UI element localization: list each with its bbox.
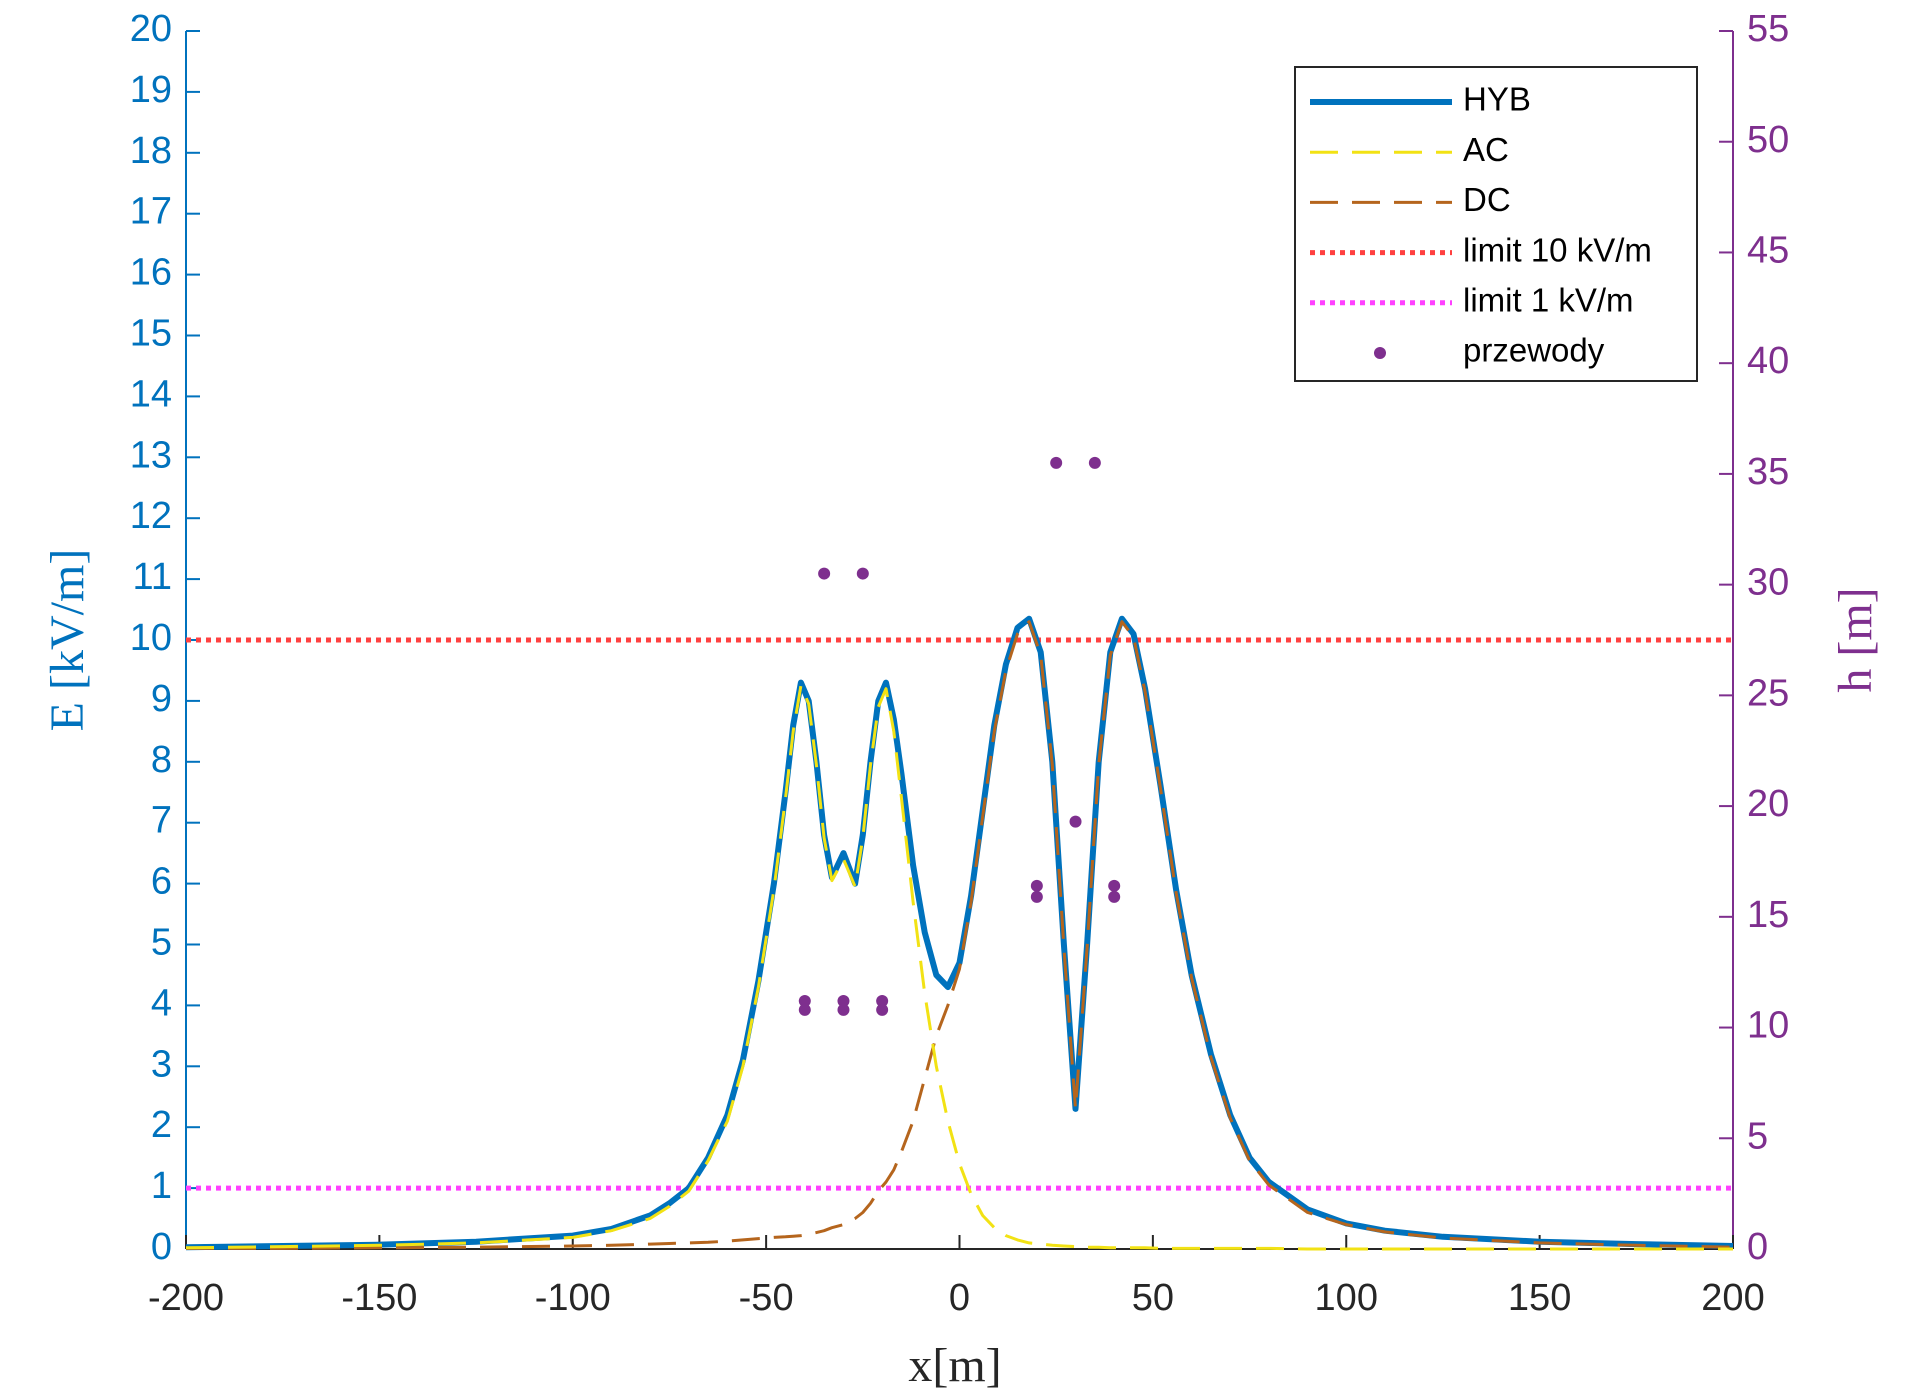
- y-tick-label: 1: [151, 1165, 172, 1207]
- y2-tick-label: 30: [1747, 562, 1789, 604]
- marker: [1108, 879, 1121, 892]
- y2-tick-label: 0: [1747, 1226, 1768, 1268]
- y2-tick-label: 35: [1747, 451, 1789, 493]
- marker: [837, 994, 850, 1007]
- y2-tick-label: 45: [1747, 229, 1789, 271]
- x-tick-label: -150: [341, 1277, 417, 1319]
- y-tick-label: 13: [130, 434, 172, 476]
- y-tick-label: 8: [151, 739, 172, 781]
- marker: [837, 1003, 850, 1016]
- y-tick-label: 14: [130, 373, 172, 415]
- y-tick-label: 16: [130, 252, 172, 294]
- y-tick-label: 12: [130, 495, 172, 537]
- x-tick-label: -50: [739, 1277, 794, 1319]
- x-tick-label: -100: [535, 1277, 611, 1319]
- y2-tick-label: 50: [1747, 119, 1789, 161]
- x-tick-label: 200: [1701, 1277, 1764, 1319]
- legend-label: HYB: [1463, 81, 1531, 118]
- y-tick-label: 7: [151, 800, 172, 842]
- x-tick-label: 50: [1132, 1277, 1174, 1319]
- y2-tick-label: 15: [1747, 894, 1789, 936]
- marker: [798, 1003, 811, 1016]
- y-tick-label: 11: [133, 556, 172, 598]
- x-tick-label: 0: [949, 1277, 970, 1319]
- y2-tick-label: 10: [1747, 1005, 1789, 1047]
- marker: [1088, 456, 1101, 469]
- marker: [1050, 456, 1063, 469]
- series-line: [185, 615, 1734, 1251]
- legend-label: limit 1 kV/m: [1463, 282, 1634, 319]
- y2-tick-label: 20: [1747, 783, 1789, 825]
- legend-label: AC: [1463, 131, 1509, 168]
- x-axis-label: x[m]: [908, 1339, 1001, 1392]
- legend-marker: [1374, 347, 1386, 359]
- x-tick-label: 100: [1315, 1277, 1378, 1319]
- y2-tick-label: 55: [1747, 8, 1789, 50]
- y-tick-label: 2: [151, 1104, 172, 1146]
- y2-tick-label: 25: [1747, 672, 1789, 714]
- marker: [1069, 815, 1082, 828]
- marker: [1030, 879, 1043, 892]
- y-tick-label: 10: [130, 617, 172, 659]
- marker: [818, 567, 831, 580]
- y-tick-label: 4: [151, 982, 172, 1024]
- x-tick-label: 150: [1508, 1277, 1571, 1319]
- y2-tick-label: 40: [1747, 340, 1789, 382]
- y-tick-label: 18: [130, 130, 172, 172]
- y-tick-label: 17: [130, 191, 172, 233]
- y-tick-label: 5: [151, 922, 172, 964]
- marker: [876, 994, 889, 1007]
- x-tick-label: -200: [148, 1277, 224, 1319]
- y-axis-label: E [kV/m]: [41, 549, 94, 732]
- y-tick-label: 9: [151, 678, 172, 720]
- marker: [856, 567, 869, 580]
- legend-label: limit 10 kV/m: [1463, 231, 1652, 268]
- y-tick-label: 6: [151, 861, 172, 903]
- series-line: [185, 684, 1733, 1251]
- y-tick-label: 15: [130, 313, 172, 355]
- y-tick-label: 20: [130, 8, 172, 50]
- y-tick-label: 3: [151, 1043, 172, 1085]
- legend-label: DC: [1463, 181, 1511, 218]
- legend-box: [1294, 66, 1698, 382]
- marker: [1030, 890, 1043, 903]
- y2-axis-label: h [m]: [1829, 587, 1882, 692]
- y2-tick-label: 5: [1747, 1115, 1768, 1157]
- legend-label: przewody: [1463, 332, 1605, 369]
- marker: [876, 1003, 889, 1016]
- y-tick-label: 19: [130, 69, 172, 111]
- marker: [1108, 890, 1121, 903]
- marker: [798, 994, 811, 1007]
- legend: HYB AC DC limit 10 kV/m limit 1 kV/m przewody: [1294, 66, 1698, 382]
- y-tick-label: 0: [151, 1226, 172, 1268]
- series-line: [186, 620, 1734, 1250]
